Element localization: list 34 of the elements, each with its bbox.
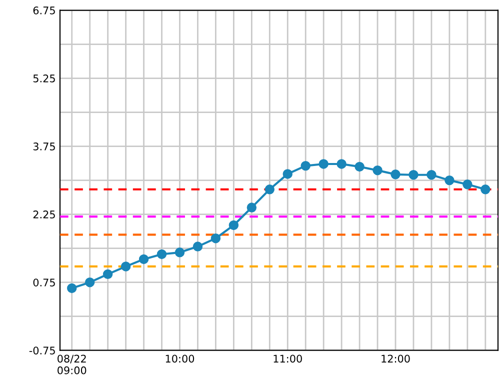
x-tick-label: 08/22 09:00 (58, 354, 86, 374)
y-tick-label: 2.25 (33, 210, 55, 218)
point (426, 170, 436, 180)
y-tick-label: -0.75 (29, 346, 55, 354)
point (318, 159, 328, 169)
point (174, 248, 185, 258)
point (210, 233, 221, 244)
point (408, 170, 418, 180)
point (354, 162, 364, 172)
point (192, 242, 203, 252)
point (444, 175, 454, 186)
x-tick-label: 10:00 (166, 354, 194, 363)
x-tick-label: 12:00 (382, 354, 410, 363)
point (390, 170, 400, 180)
point (120, 262, 131, 272)
point (336, 159, 346, 169)
point (300, 160, 310, 171)
y-tick-label: 0.75 (33, 278, 55, 286)
point (228, 220, 239, 230)
point (102, 269, 113, 280)
point (264, 184, 275, 194)
point (84, 277, 95, 288)
y-tick-label: 5.25 (33, 74, 55, 82)
point (67, 283, 77, 294)
y-tick-label: 3.75 (33, 142, 55, 150)
point (156, 249, 167, 260)
point (246, 202, 257, 212)
point (372, 165, 382, 176)
point (480, 184, 490, 194)
y-tick-label: 6.75 (33, 6, 55, 14)
point (282, 169, 292, 179)
x-tick-label: 11:00 (274, 354, 302, 363)
point (462, 180, 472, 190)
point (138, 254, 149, 264)
